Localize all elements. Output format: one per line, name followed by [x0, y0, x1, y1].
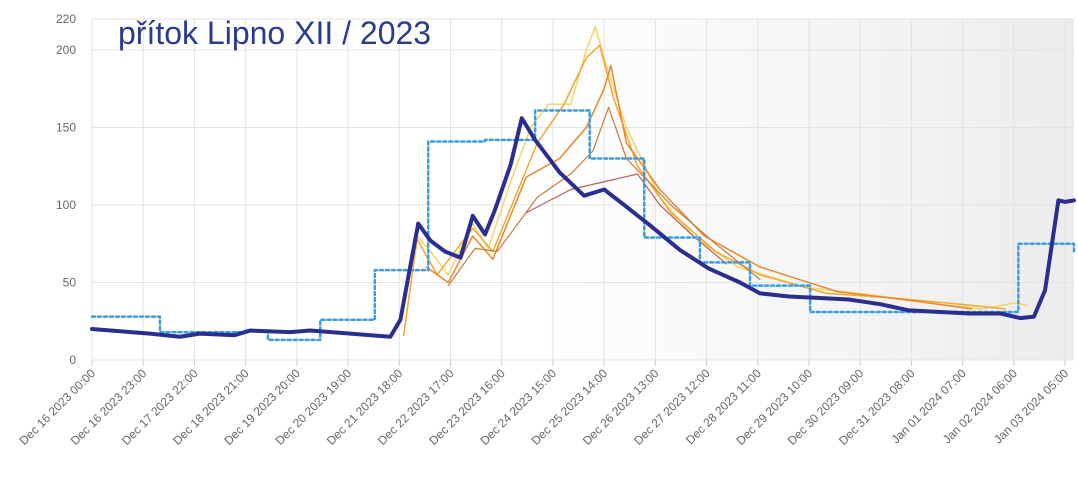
series-line	[447, 106, 761, 287]
series-line	[425, 64, 973, 310]
y-tick-label: 220	[56, 12, 76, 26]
series-line	[525, 173, 728, 265]
y-tick-label: 150	[56, 121, 76, 135]
series-line	[402, 44, 1006, 336]
y-tick-label: 0	[69, 353, 76, 367]
y-tick-label: 200	[56, 43, 76, 57]
chart-title: přítok Lipno XII / 2023	[118, 15, 431, 51]
y-tick-label: 100	[56, 198, 76, 212]
series-line	[90, 116, 1076, 339]
y-tick-label: 50	[63, 276, 77, 290]
plot-background	[92, 19, 1074, 360]
